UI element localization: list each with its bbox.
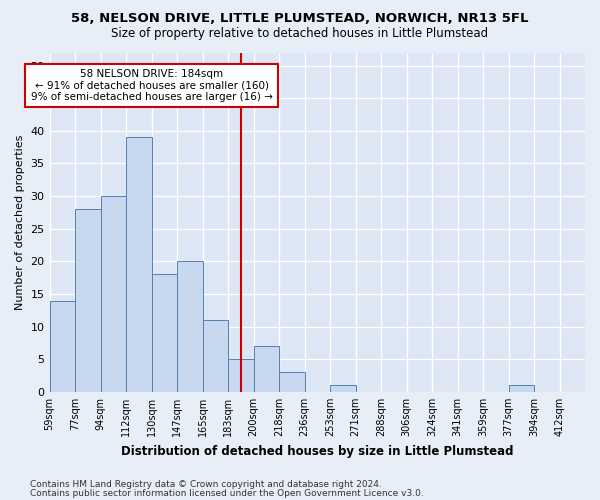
Bar (75, 209, 101, 392)
X-axis label: Distribution of detached houses by size in Little Plumstead: Distribution of detached houses by size … (121, 444, 514, 458)
Bar (126, 138, 152, 392)
Bar (279, 372, 305, 392)
Text: 58, NELSON DRIVE, LITTLE PLUMSTEAD, NORWICH, NR13 5FL: 58, NELSON DRIVE, LITTLE PLUMSTEAD, NORW… (71, 12, 529, 26)
Text: Size of property relative to detached houses in Little Plumstead: Size of property relative to detached ho… (112, 28, 488, 40)
Bar (203, 320, 228, 392)
Bar (254, 346, 279, 392)
Bar (177, 262, 203, 392)
Bar (509, 386, 534, 392)
Text: Contains HM Land Registry data © Crown copyright and database right 2024.: Contains HM Land Registry data © Crown c… (30, 480, 382, 489)
Text: Contains public sector information licensed under the Open Government Licence v3: Contains public sector information licen… (30, 489, 424, 498)
Bar (228, 360, 254, 392)
Bar (330, 386, 356, 392)
Bar (50, 300, 75, 392)
Bar (152, 274, 177, 392)
Bar (101, 196, 126, 392)
Text: 58 NELSON DRIVE: 184sqm
← 91% of detached houses are smaller (160)
9% of semi-de: 58 NELSON DRIVE: 184sqm ← 91% of detache… (31, 69, 272, 102)
Y-axis label: Number of detached properties: Number of detached properties (15, 134, 25, 310)
